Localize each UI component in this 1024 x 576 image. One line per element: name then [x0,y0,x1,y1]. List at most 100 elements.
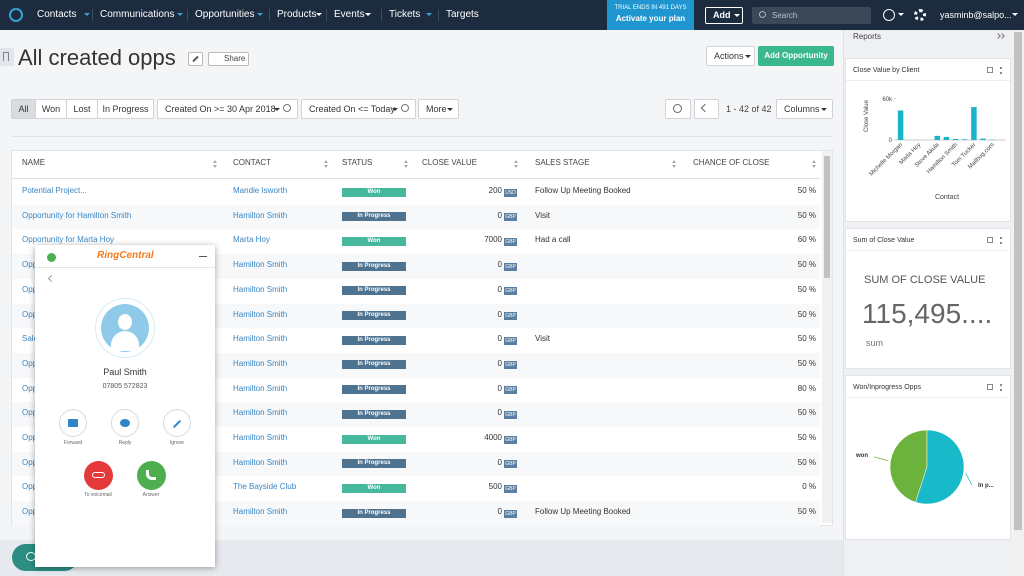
call-action-icon [68,419,78,427]
nav-item[interactable]: Targets [446,9,479,20]
user-menu[interactable]: yasminb@salpo... [940,10,1012,20]
close-value: 4000 [484,433,502,442]
contact-link[interactable]: Hamilton Smith [233,383,288,393]
filter-tab[interactable]: Won [35,99,67,119]
contact-link[interactable]: Hamilton Smith [233,507,288,517]
help-icon[interactable] [883,9,895,21]
currency-tag: GBP [504,435,517,444]
columns-button[interactable]: Columns [776,99,833,119]
status-badge: In Progress [342,385,406,395]
status-badge: In Progress [342,261,406,271]
filter-tab[interactable]: All [11,99,36,119]
contact-link[interactable]: Hamilton Smith [233,408,288,418]
opportunity-name[interactable]: Sale [22,334,39,344]
caret [734,14,740,17]
filter-chip[interactable]: Created On >= 30 Apr 2018 [157,99,298,119]
caller-name: Paul Smith [103,367,147,377]
filter-chip[interactable]: Created On <= Today [301,99,416,119]
column-header[interactable]: NAME [22,158,46,167]
voicemail-button[interactable] [84,461,113,490]
contact-link[interactable]: The Bayside Club [233,482,297,492]
close-value: 0 [497,457,502,467]
opportunity-name[interactable]: Opportunity for Hamilton Smith [22,210,132,220]
bar [962,139,968,140]
opportunity-name[interactable]: Potential Project... [22,186,87,195]
minimize[interactable] [199,256,207,257]
nav-item[interactable]: Contacts [37,9,77,20]
back-arrow[interactable] [47,274,56,283]
opportunity-name[interactable]: Opp [22,457,38,467]
nav-item[interactable]: Opportunities [195,9,255,20]
filter-tab[interactable]: Lost [66,99,98,119]
trial-banner[interactable]: TRIAL ENDS IN 491 DAYS Activate your plan [607,0,694,30]
opportunity-name[interactable]: Opp [22,358,38,368]
expand-icon[interactable] [987,67,993,73]
widget-menu[interactable] [1000,237,1002,244]
actions-button[interactable]: Actions [706,46,755,66]
chance-of-close: 50 % [797,334,816,344]
sort-icon [812,160,816,163]
search-box[interactable]: Search [752,7,871,24]
call-action-label: Ignore [169,440,185,446]
nav-item[interactable]: Products [277,9,317,20]
contact-link[interactable]: Hamilton Smith [233,309,288,319]
filter-tab[interactable]: In Progress [97,99,154,119]
opportunity-name[interactable]: Opp [22,309,38,319]
share-button[interactable]: Share [208,52,249,66]
contact-link[interactable]: Hamilton Smith [233,210,288,220]
opportunity-name[interactable]: Opp [22,408,38,418]
leader-line [873,456,889,462]
column-header[interactable]: STATUS [342,158,373,167]
contact-link[interactable]: Hamilton Smith [233,457,288,467]
contact-link[interactable]: Marta Hoy [233,235,270,245]
column-header[interactable]: CLOSE VALUE [422,158,477,167]
page-title: All created opps [18,45,176,70]
presence-dot [47,253,56,262]
column-header[interactable]: CHANCE OF CLOSE [693,158,770,167]
widget-menu[interactable] [1000,67,1002,74]
opportunity-name[interactable]: Opp [22,383,38,393]
opportunity-name[interactable]: Opp [22,284,38,294]
bar [971,107,977,140]
more-button[interactable]: More [418,99,459,119]
nav-item[interactable]: Events [334,9,365,20]
table-scrollbar [822,151,832,523]
column-header[interactable]: SALES STAGE [535,158,590,167]
pie-slice [915,429,965,505]
widget-menu[interactable] [1000,384,1002,391]
nav-item[interactable]: Communications [100,9,175,20]
column-header[interactable]: CONTACT [233,158,272,167]
call-action-label: Reply [118,440,132,446]
chip-remove[interactable] [283,104,291,112]
opportunity-name[interactable]: Opp [22,433,38,442]
currency-tag: GBP [504,237,517,246]
caret [365,13,371,16]
opportunity-name[interactable]: Opp [22,260,38,270]
opportunity-name[interactable]: Opp [22,482,38,492]
chip-remove[interactable] [401,104,409,112]
currency-tag: USD [504,188,517,197]
add-button[interactable]: Add [705,7,743,24]
expand-icon[interactable] [987,237,993,243]
contact-link[interactable]: Hamilton Smith [233,358,288,368]
bar [934,135,940,140]
call-action-label: Forward [63,440,83,446]
expand-icon[interactable] [987,384,993,390]
add-opportunity-button[interactable]: Add Opportunity [758,46,834,66]
contact-link[interactable]: Hamilton Smith [233,260,288,270]
voicemail-icon [92,472,105,478]
answer-icon [146,470,156,480]
code-button[interactable] [694,99,719,119]
opportunity-name[interactable]: Opportunity for Marta Hoy [22,235,115,245]
opportunity-name[interactable]: Opp [22,507,38,517]
caret [177,13,183,16]
settings-icon[interactable] [914,9,926,21]
nav-separator [269,9,270,21]
nav-item[interactable]: Tickets [389,9,421,20]
contact-link[interactable]: Mandie Isworth [233,186,288,195]
contact-link[interactable]: Hamilton Smith [233,284,288,294]
contact-link[interactable]: Hamilton Smith [233,334,288,344]
close-value: 200 [488,186,502,195]
contact-link[interactable]: Hamilton Smith [233,433,288,442]
